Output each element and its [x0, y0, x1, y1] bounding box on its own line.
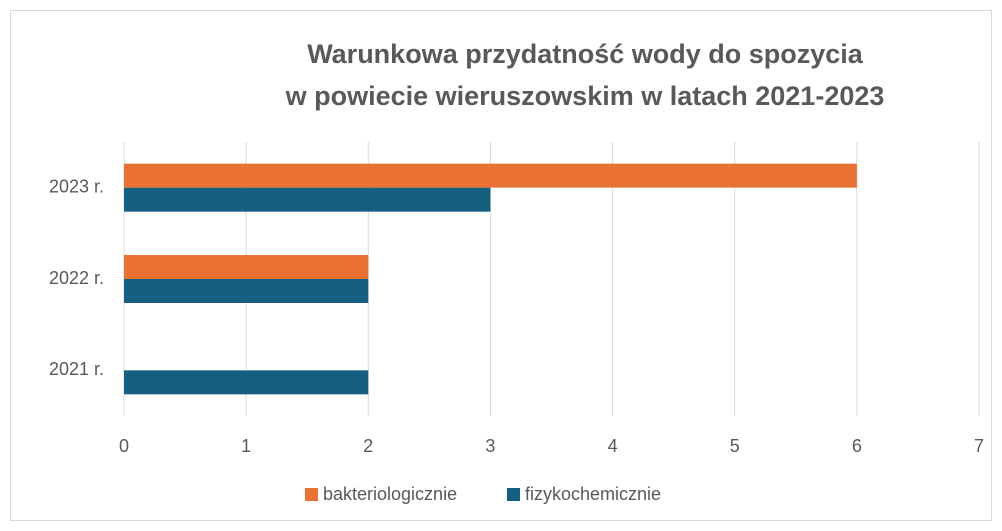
legend-swatch: [507, 488, 520, 501]
legend-swatch: [305, 488, 318, 501]
chart-title: w powiecie wieruszowskim w latach 2021-2…: [285, 81, 885, 111]
y-tick-label: 2023 r.: [49, 176, 104, 196]
x-tick-label: 1: [241, 436, 251, 456]
x-tick-label: 3: [485, 436, 495, 456]
x-tick-label: 5: [730, 436, 740, 456]
y-tick-label: 2022 r.: [49, 268, 104, 288]
bar: [124, 279, 369, 303]
x-tick-label: 6: [852, 436, 862, 456]
legend-label: bakteriologicznie: [323, 484, 457, 504]
bar: [124, 255, 369, 279]
x-tick-label: 7: [974, 436, 984, 456]
y-tick-label: 2021 r.: [49, 359, 104, 379]
bar: [124, 370, 369, 395]
chart-title: Warunkowa przydatność wody do spozycia: [307, 39, 864, 69]
x-tick-label: 2: [363, 436, 373, 456]
bar: [124, 187, 491, 212]
bar: [124, 163, 857, 188]
x-tick-label: 4: [608, 436, 618, 456]
legend-label: fizykochemicznie: [525, 484, 661, 504]
x-tick-label: 0: [119, 436, 129, 456]
